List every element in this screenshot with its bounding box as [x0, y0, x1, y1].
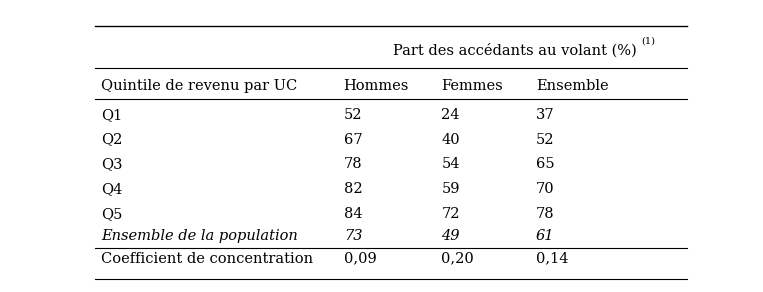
Text: Q5: Q5	[101, 207, 123, 221]
Text: (1): (1)	[641, 36, 655, 45]
Text: 54: 54	[441, 157, 460, 171]
Text: 40: 40	[441, 133, 460, 147]
Text: 70: 70	[536, 182, 555, 196]
Text: Q4: Q4	[101, 182, 123, 196]
Text: Ensemble de la population: Ensemble de la population	[101, 229, 298, 243]
Text: Q3: Q3	[101, 157, 123, 171]
Text: 78: 78	[536, 207, 555, 221]
Text: Q1: Q1	[101, 108, 123, 122]
Text: 78: 78	[343, 157, 362, 171]
Text: Hommes: Hommes	[343, 79, 409, 93]
Text: 49: 49	[441, 229, 460, 243]
Text: 84: 84	[343, 207, 362, 221]
Text: Coefficient de concentration: Coefficient de concentration	[101, 252, 314, 266]
Text: 61: 61	[536, 229, 555, 243]
Text: 0,09: 0,09	[343, 252, 376, 266]
Text: 82: 82	[343, 182, 362, 196]
Text: 24: 24	[441, 108, 460, 122]
Text: 0,20: 0,20	[441, 252, 474, 266]
Text: Part des accédants au volant (%): Part des accédants au volant (%)	[394, 44, 637, 58]
Text: 65: 65	[536, 157, 555, 171]
Text: 52: 52	[343, 108, 362, 122]
Text: 72: 72	[441, 207, 460, 221]
Text: 52: 52	[536, 133, 555, 147]
Text: 0,14: 0,14	[536, 252, 568, 266]
Text: 73: 73	[343, 229, 362, 243]
Text: Femmes: Femmes	[441, 79, 503, 93]
Text: Q2: Q2	[101, 133, 123, 147]
Text: 67: 67	[343, 133, 362, 147]
Text: Quintile de revenu par UC: Quintile de revenu par UC	[101, 79, 298, 93]
Text: 37: 37	[536, 108, 555, 122]
Text: Ensemble: Ensemble	[536, 79, 609, 93]
Text: 59: 59	[441, 182, 460, 196]
